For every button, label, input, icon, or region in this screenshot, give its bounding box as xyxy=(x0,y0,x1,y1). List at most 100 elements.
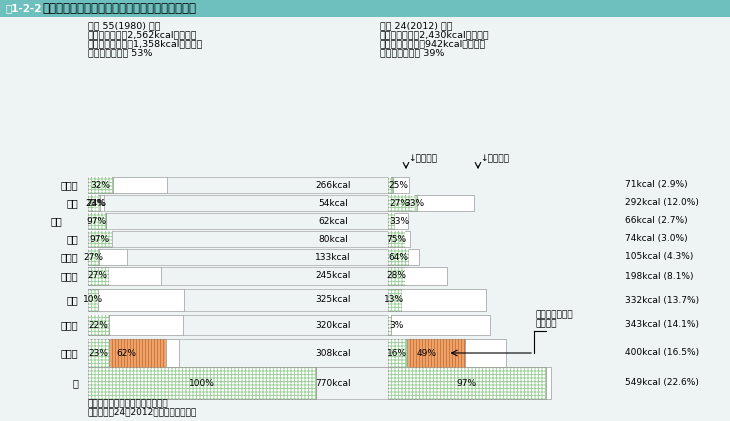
Circle shape xyxy=(412,202,414,203)
Circle shape xyxy=(278,397,280,398)
Circle shape xyxy=(93,368,94,370)
Circle shape xyxy=(396,276,397,277)
Circle shape xyxy=(428,379,429,381)
Circle shape xyxy=(103,176,104,178)
Bar xyxy=(88,339,109,367)
Circle shape xyxy=(526,383,527,384)
Circle shape xyxy=(313,368,315,370)
Circle shape xyxy=(389,351,391,352)
Circle shape xyxy=(243,393,245,394)
Circle shape xyxy=(543,383,545,384)
Circle shape xyxy=(131,386,132,387)
Circle shape xyxy=(407,202,408,203)
Circle shape xyxy=(93,259,94,261)
Circle shape xyxy=(89,198,91,200)
Circle shape xyxy=(180,397,182,398)
Circle shape xyxy=(236,389,237,391)
Circle shape xyxy=(313,383,315,384)
Circle shape xyxy=(247,386,248,387)
Circle shape xyxy=(271,383,272,384)
Circle shape xyxy=(526,389,527,391)
Circle shape xyxy=(536,389,537,391)
Circle shape xyxy=(99,245,101,246)
Circle shape xyxy=(93,208,94,210)
Circle shape xyxy=(533,393,534,394)
Circle shape xyxy=(529,368,531,370)
Circle shape xyxy=(292,379,293,381)
Circle shape xyxy=(198,383,199,384)
Circle shape xyxy=(89,329,91,330)
Circle shape xyxy=(107,187,108,189)
Text: 33%: 33% xyxy=(389,216,410,226)
Circle shape xyxy=(473,376,474,377)
Circle shape xyxy=(469,393,471,394)
Text: 魚介類: 魚介類 xyxy=(61,252,78,262)
Circle shape xyxy=(448,393,450,394)
Circle shape xyxy=(261,397,262,398)
Circle shape xyxy=(473,368,474,370)
Circle shape xyxy=(93,213,94,214)
Circle shape xyxy=(114,376,115,377)
Circle shape xyxy=(138,393,139,394)
Circle shape xyxy=(288,376,290,377)
Circle shape xyxy=(229,383,231,384)
Circle shape xyxy=(142,383,143,384)
Circle shape xyxy=(208,372,210,373)
Circle shape xyxy=(173,383,174,384)
Circle shape xyxy=(403,365,404,366)
Circle shape xyxy=(89,315,91,317)
Circle shape xyxy=(138,376,139,377)
Circle shape xyxy=(424,393,426,394)
Circle shape xyxy=(393,361,394,362)
Circle shape xyxy=(438,389,439,391)
Circle shape xyxy=(166,372,167,373)
Bar xyxy=(388,289,486,311)
Circle shape xyxy=(389,237,391,239)
Circle shape xyxy=(93,386,94,387)
Circle shape xyxy=(498,368,499,370)
Circle shape xyxy=(296,368,297,370)
Circle shape xyxy=(99,351,101,352)
Circle shape xyxy=(278,379,280,381)
Circle shape xyxy=(469,383,471,384)
Circle shape xyxy=(194,376,196,377)
Circle shape xyxy=(166,376,167,377)
Circle shape xyxy=(410,383,412,384)
Circle shape xyxy=(159,372,161,373)
Circle shape xyxy=(389,301,391,303)
Circle shape xyxy=(93,383,94,384)
Circle shape xyxy=(198,386,199,387)
Circle shape xyxy=(204,389,206,391)
Text: 198kcal (8.1%): 198kcal (8.1%) xyxy=(625,272,694,280)
Circle shape xyxy=(183,383,185,384)
Circle shape xyxy=(389,325,391,327)
Circle shape xyxy=(117,397,118,398)
Circle shape xyxy=(407,393,408,394)
Circle shape xyxy=(253,376,255,377)
Circle shape xyxy=(428,368,429,370)
Circle shape xyxy=(169,389,171,391)
Circle shape xyxy=(491,379,492,381)
Bar xyxy=(88,195,104,211)
Circle shape xyxy=(438,372,439,373)
Circle shape xyxy=(96,393,97,394)
Text: 昭和 55(1980) 年度: 昭和 55(1980) 年度 xyxy=(88,21,161,30)
Circle shape xyxy=(107,322,108,323)
Circle shape xyxy=(89,180,91,181)
Circle shape xyxy=(389,252,391,253)
Circle shape xyxy=(107,376,108,377)
Circle shape xyxy=(526,397,527,398)
Circle shape xyxy=(512,383,513,384)
Circle shape xyxy=(114,379,115,381)
Circle shape xyxy=(194,379,196,381)
Circle shape xyxy=(459,386,461,387)
Circle shape xyxy=(396,344,397,345)
Circle shape xyxy=(145,393,147,394)
Circle shape xyxy=(399,282,401,284)
Circle shape xyxy=(403,263,404,264)
Circle shape xyxy=(396,383,397,384)
Circle shape xyxy=(96,333,97,334)
Circle shape xyxy=(89,347,91,349)
Circle shape xyxy=(110,245,112,246)
Circle shape xyxy=(120,393,122,394)
